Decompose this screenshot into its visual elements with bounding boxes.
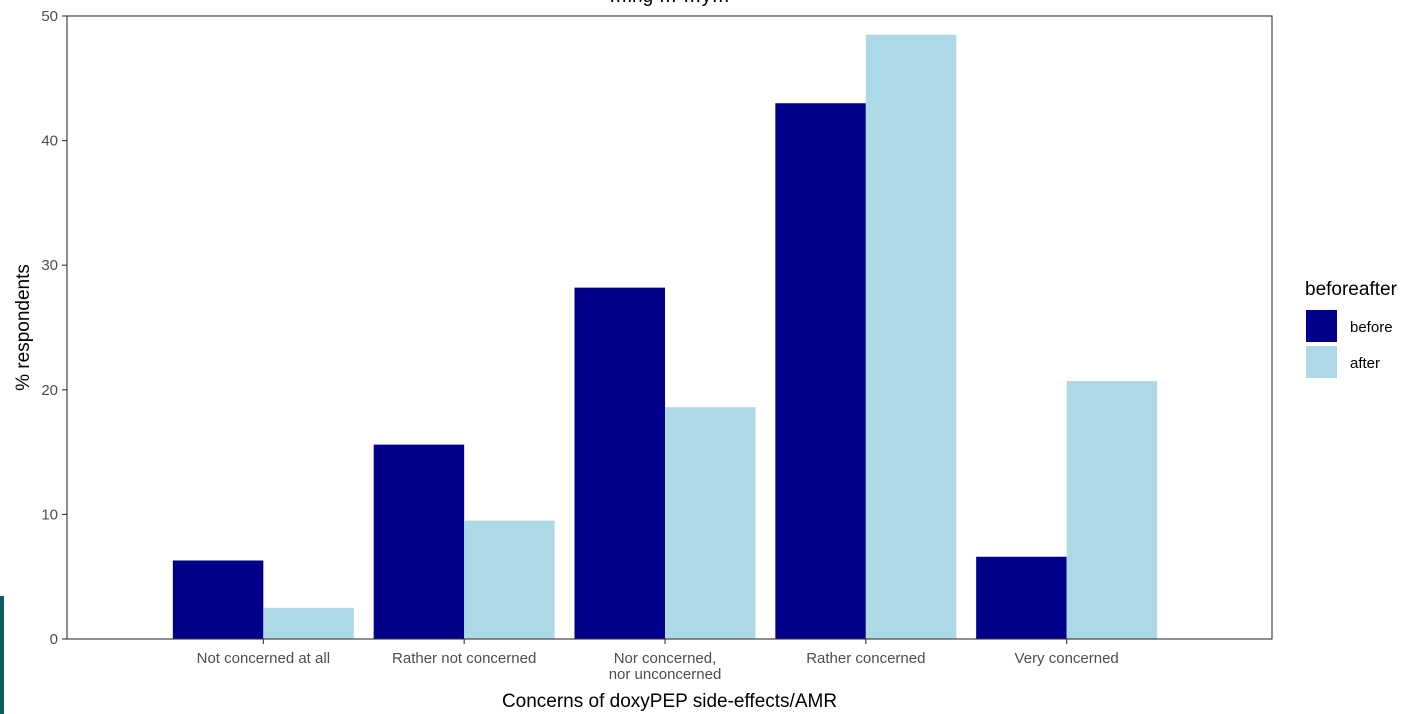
x-tick-label: Nor concerned, nor unconcerned	[609, 650, 722, 683]
legend-key-after	[1306, 346, 1337, 378]
bar-after-0	[263, 607, 354, 639]
y-tick-label: 50	[41, 8, 58, 25]
y-tick-label: 30	[41, 257, 58, 274]
x-tick-label: Very concerned	[1015, 650, 1119, 667]
y-tick-label: 0	[50, 631, 58, 648]
bar-before-2	[574, 287, 665, 639]
panel-border	[66, 15, 1273, 640]
legend-title: beforeafter	[1305, 279, 1398, 300]
bar-before-1	[373, 444, 465, 639]
y-tick-label: 10	[41, 506, 58, 523]
bar-after-1	[464, 520, 555, 639]
legend-label-after: after	[1350, 355, 1380, 372]
legend-label-before: before	[1350, 319, 1393, 336]
y-tick-label: 20	[41, 382, 58, 399]
legend: beforeafter beforeafter	[1305, 279, 1398, 378]
bar-before-3	[775, 103, 866, 640]
x-tick-label: Not concerned at all	[197, 650, 330, 667]
left-edge-accent	[0, 596, 4, 714]
bar-after-3	[865, 34, 957, 639]
x-axis-title: Concerns of doxyPEP side-effects/AMR	[502, 691, 837, 712]
y-tick-label: 40	[41, 133, 58, 150]
y-axis-title: % respondents	[13, 264, 34, 391]
y-axis: 0 10 20 30 40 50	[41, 8, 67, 648]
legend-key-before	[1306, 310, 1337, 342]
bar-before-0	[172, 560, 264, 639]
x-tick-label: Rather not concerned	[392, 650, 536, 667]
bar-after-4	[1066, 381, 1158, 639]
bars-group	[172, 34, 1158, 640]
x-tick-label: Rather concerned	[806, 650, 925, 667]
bar-before-4	[976, 556, 1067, 639]
bar-after-2	[665, 407, 756, 639]
chart-title: …ing … …y…	[609, 0, 730, 7]
x-axis: Not concerned at all Rather not concerned…	[197, 639, 1119, 683]
